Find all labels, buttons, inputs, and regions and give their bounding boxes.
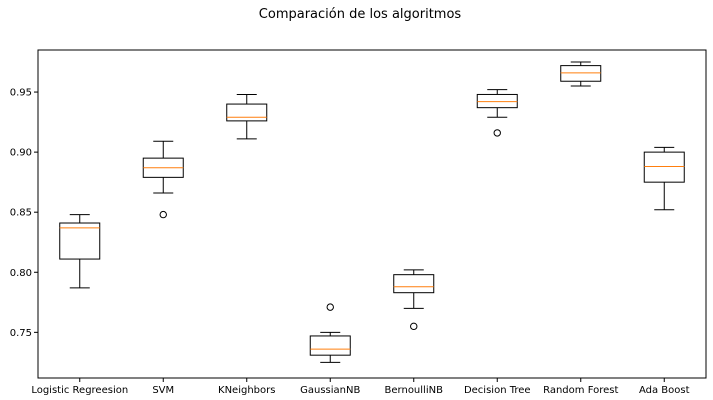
y-tick-label: 0.85 bbox=[10, 208, 32, 219]
iqr-box bbox=[643, 151, 685, 183]
x-tick-label: Ada Boost bbox=[639, 385, 690, 396]
iqr-box bbox=[226, 103, 268, 122]
x-tick-label: BernoulliNB bbox=[385, 385, 444, 396]
outlier-point bbox=[326, 303, 334, 311]
x-tick-label: Logistic Regreesion bbox=[31, 385, 128, 396]
iqr-box bbox=[476, 93, 518, 109]
iqr-box bbox=[393, 274, 435, 294]
x-tick-label: Decision Tree bbox=[464, 385, 531, 396]
y-tick-label: 0.90 bbox=[10, 148, 32, 159]
x-tick-label: Random Forest bbox=[543, 385, 618, 396]
y-tick-label: 0.95 bbox=[10, 88, 32, 99]
x-tick-label: GaussianNB bbox=[300, 385, 360, 396]
y-tick-label: 0.80 bbox=[10, 268, 32, 279]
plot-area: 0.75 0.80 0.85 0.90 0.95 Logistic Regreesion S… bbox=[10, 49, 707, 396]
y-tick-label: 0.75 bbox=[10, 328, 32, 339]
plot-frame bbox=[37, 49, 707, 379]
outlier-point bbox=[159, 210, 167, 219]
x-tick-label: KNeighbors bbox=[218, 385, 275, 396]
outlier-point bbox=[493, 129, 501, 137]
x-tick-label: SVM bbox=[152, 385, 174, 396]
iqr-box bbox=[560, 65, 602, 82]
iqr-box bbox=[59, 222, 101, 260]
outlier-point bbox=[410, 322, 418, 331]
iqr-box bbox=[309, 335, 351, 356]
chart-title: Comparación de los algoritmos bbox=[259, 7, 462, 22]
